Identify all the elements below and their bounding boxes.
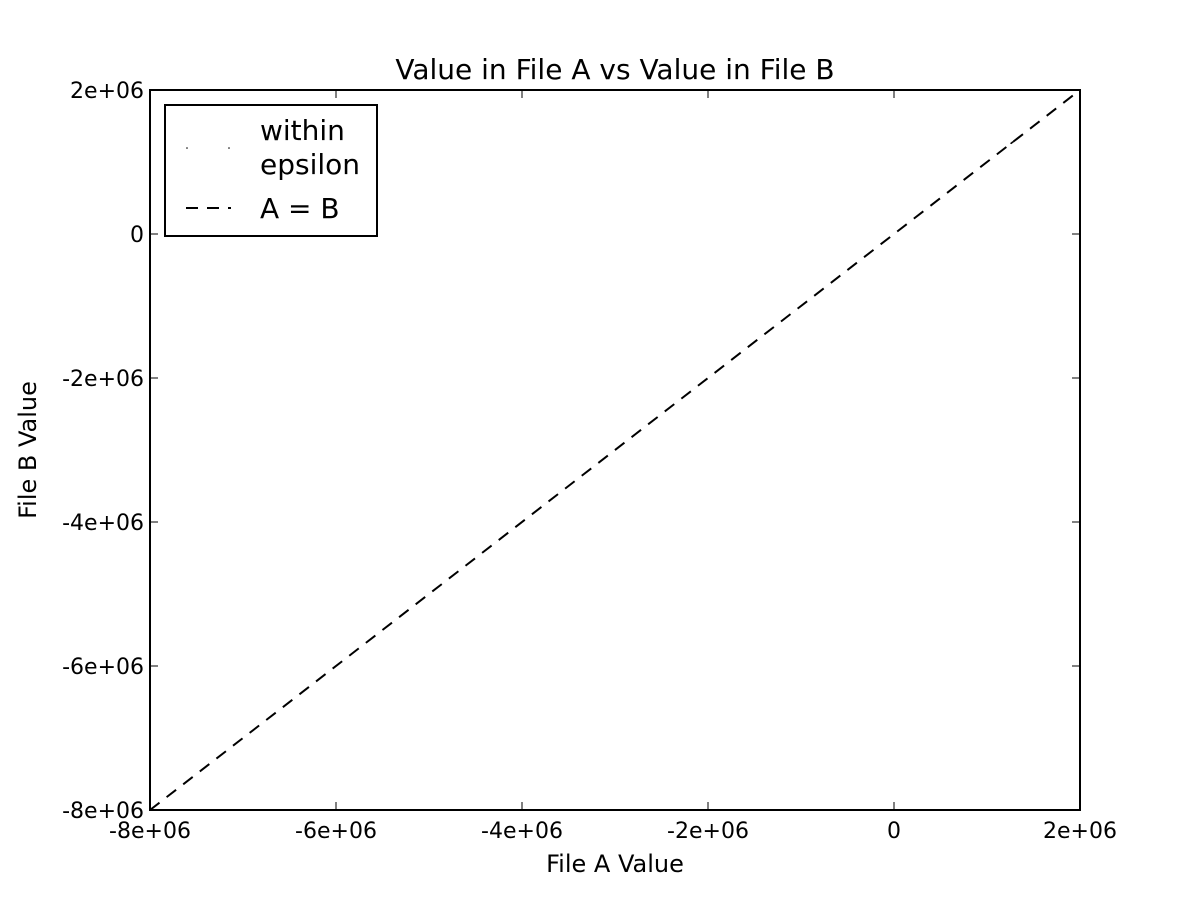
x-tick-label: 0: [887, 819, 901, 844]
x-tick-label: -6e+06: [295, 819, 377, 844]
y-tick-label: 2e+06: [70, 79, 144, 104]
chart-title: Value in File A vs Value in File B: [395, 53, 834, 86]
y-tick-label: -4e+06: [62, 511, 144, 536]
legend-equal-label: A = B: [260, 192, 340, 225]
y-tick-label: -6e+06: [62, 655, 144, 680]
legend-within-marker-right: [228, 147, 230, 149]
x-tick-label: 2e+06: [1043, 819, 1117, 844]
identity-line: [149, 89, 1081, 811]
x-tick-label: -8e+06: [109, 819, 191, 844]
legend: within epsilon A = B: [164, 104, 378, 237]
plot-frame: [149, 89, 1081, 811]
data-series: [149, 89, 1081, 811]
legend-box: [164, 104, 378, 237]
y-tick-label: -2e+06: [62, 367, 144, 392]
x-axis-label: File A Value: [546, 850, 684, 878]
legend-within-marker-left: [186, 147, 188, 149]
x-tick-label: -2e+06: [667, 819, 749, 844]
y-tick-label: -8e+06: [62, 799, 144, 824]
axis-ticks: -8e+06 -6e+06 -4e+06 -2e+06 0 2e+06 -8e+06 -6e+…: [62, 79, 1117, 844]
legend-within-label-cont: epsilon: [260, 148, 360, 181]
x-tick-label: -4e+06: [481, 819, 563, 844]
y-tick-label: 0: [130, 223, 144, 248]
legend-within-label: within: [260, 114, 345, 147]
y-axis-label: File B Value: [14, 381, 42, 519]
